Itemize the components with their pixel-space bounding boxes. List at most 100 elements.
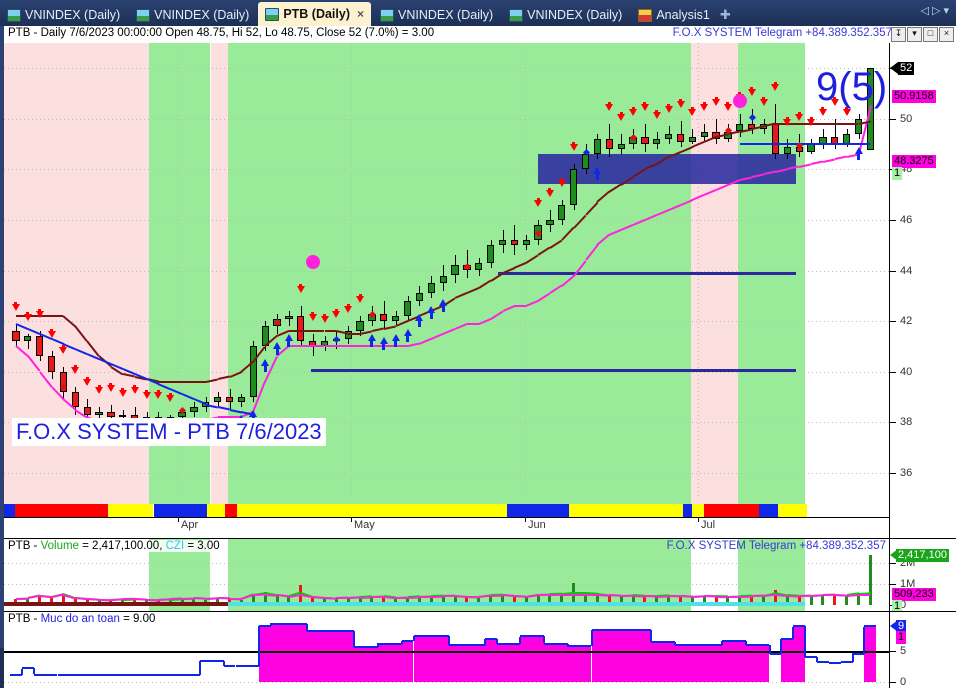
candle-wick bbox=[834, 118, 836, 150]
lower-band-price[interactable]: 48.3275 bbox=[892, 155, 936, 169]
ribbon-segment[interactable] bbox=[224, 504, 238, 517]
sell-signal-arrow bbox=[332, 309, 341, 319]
ribbon-segment[interactable] bbox=[206, 504, 225, 517]
upper-band-price[interactable]: 50.9158 bbox=[892, 89, 936, 103]
volume-avg-line bbox=[395, 596, 408, 599]
maximize-button[interactable]: □ bbox=[923, 27, 938, 42]
candle-wick bbox=[751, 108, 753, 134]
volume-bar bbox=[406, 597, 409, 605]
tab-vnindex-2[interactable]: VNINDEX (Daily) bbox=[129, 4, 256, 26]
tab-vnindex-4[interactable]: VNINDEX (Daily) bbox=[502, 4, 629, 26]
volume-bar bbox=[501, 594, 504, 605]
safety-step-line bbox=[306, 630, 319, 633]
axis-tick bbox=[890, 422, 896, 424]
support-line-40 bbox=[311, 369, 797, 373]
date-tick bbox=[351, 517, 352, 522]
ribbon-segment[interactable] bbox=[569, 504, 683, 517]
tab-analysis1[interactable]: Analysis1 ✚ bbox=[631, 4, 737, 26]
safety-step-line bbox=[508, 642, 521, 645]
volume-avg-line bbox=[98, 598, 111, 601]
volume-pane[interactable]: PTB - Volume = 2,417,100.00, CZI = 3.00 … bbox=[4, 538, 956, 611]
volume-bar bbox=[346, 598, 350, 605]
buy-signal-arrow bbox=[391, 334, 400, 348]
candle-body bbox=[83, 407, 91, 415]
volume-bar bbox=[287, 596, 291, 605]
volume-bar bbox=[762, 595, 765, 605]
date-tick bbox=[698, 517, 699, 522]
candle-body bbox=[570, 169, 578, 205]
gridline bbox=[4, 219, 890, 221]
nav-next-icon[interactable]: ▷ bbox=[932, 5, 944, 17]
ribbon-segment[interactable] bbox=[108, 504, 154, 517]
candle-body bbox=[546, 219, 554, 225]
chart-header: PTB - Daily 7/6/2023 00:00:00 Open 48.75… bbox=[4, 26, 956, 43]
sell-signal-arrow bbox=[676, 99, 685, 109]
last-volume-pointer[interactable]: 2,417,100 bbox=[896, 548, 949, 562]
restore-down-button[interactable]: ↧ bbox=[891, 27, 906, 42]
ribbon-segment[interactable] bbox=[153, 504, 207, 517]
candle-body bbox=[12, 331, 20, 342]
ribbon-segment[interactable] bbox=[692, 504, 704, 517]
axis-label: 42 bbox=[900, 315, 913, 328]
close-icon[interactable]: × bbox=[357, 7, 365, 21]
candle-body bbox=[688, 136, 697, 142]
safety-value-pointer[interactable]: 9 bbox=[896, 620, 907, 634]
telegram-watermark: F.O.X SYSTEM Telegram +84.389.352.357 bbox=[672, 27, 892, 39]
volume-avg-line bbox=[419, 595, 432, 598]
ribbon-segment[interactable] bbox=[237, 504, 507, 517]
nav-prev-icon[interactable]: ◁ bbox=[920, 5, 932, 17]
safety-step-line bbox=[733, 640, 746, 643]
window-controls[interactable]: ↧ ▾ □ × bbox=[891, 27, 954, 42]
close-button[interactable]: × bbox=[939, 27, 954, 42]
volume-avg-line bbox=[597, 593, 610, 597]
trend-line bbox=[348, 345, 361, 348]
add-tab-icon[interactable]: ✚ bbox=[719, 7, 731, 22]
nav-menu-icon[interactable]: ▾ bbox=[943, 5, 952, 17]
tab-ptb-active[interactable]: PTB (Daily) × bbox=[258, 2, 372, 26]
moving-average-line bbox=[300, 330, 313, 333]
candle-body bbox=[617, 144, 625, 150]
ribbon-segment[interactable] bbox=[4, 504, 15, 517]
safety-step-line bbox=[638, 628, 651, 631]
volume-average-marker[interactable]: 509,233 bbox=[892, 588, 936, 602]
volume-badge[interactable]: 1 bbox=[892, 600, 903, 611]
volume-bar bbox=[382, 596, 386, 605]
sell-signal-arrow bbox=[723, 101, 732, 111]
tab-vnindex-1[interactable]: VNINDEX (Daily) bbox=[0, 4, 127, 26]
tab-vnindex-3[interactable]: VNINDEX (Daily) bbox=[373, 4, 500, 26]
ribbon-segment[interactable] bbox=[778, 504, 807, 517]
czi-label: CZI bbox=[165, 540, 185, 552]
date-label: Jul bbox=[701, 519, 716, 531]
safety-fill bbox=[781, 638, 794, 682]
position-size-badge[interactable]: 1 bbox=[892, 167, 903, 181]
ribbon-segment[interactable] bbox=[506, 504, 570, 517]
last-price-pointer[interactable]: 52 bbox=[898, 62, 915, 76]
candle-body bbox=[95, 412, 103, 415]
resistance-band bbox=[538, 154, 797, 185]
moving-average-line bbox=[822, 122, 835, 125]
sell-signal-arrow bbox=[700, 101, 709, 111]
candle-body bbox=[308, 341, 317, 347]
volume-axis[interactable]: 2M 1M 0 2,417,100 509,233 1 bbox=[889, 539, 956, 611]
tab-nav-controls[interactable]: ◁▷▾ bbox=[921, 4, 952, 17]
ribbon-segment[interactable] bbox=[14, 504, 109, 517]
trend-line bbox=[336, 345, 349, 348]
volume-plot-area[interactable] bbox=[4, 539, 890, 611]
candle-body bbox=[107, 412, 115, 418]
ribbon-segment[interactable] bbox=[703, 504, 759, 517]
sell-signal-arrow bbox=[344, 304, 353, 314]
minimize-button[interactable]: ▾ bbox=[907, 27, 922, 42]
safety-fill bbox=[484, 638, 497, 682]
safety-step-line bbox=[674, 643, 687, 646]
safety-badge[interactable]: 1 bbox=[896, 631, 907, 645]
volume-bar bbox=[524, 596, 528, 605]
axis-label: 50 bbox=[900, 112, 913, 125]
candle-body bbox=[356, 321, 364, 332]
volume-bar bbox=[845, 595, 849, 605]
ribbon-segment[interactable] bbox=[758, 504, 779, 517]
ribbon-segment[interactable] bbox=[683, 504, 692, 517]
